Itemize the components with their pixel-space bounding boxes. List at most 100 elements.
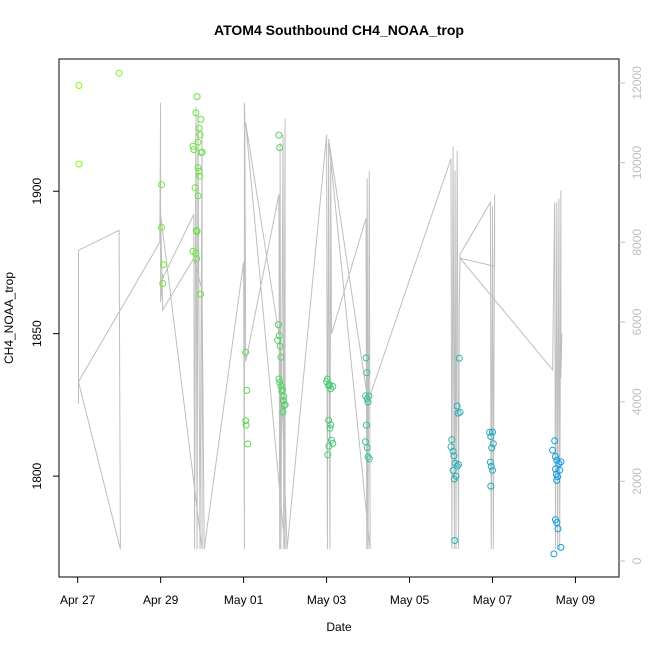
data-point-107 — [553, 476, 561, 484]
data-point-92 — [489, 440, 497, 448]
y-axis-label: CH4_NOAA_trop — [2, 272, 16, 364]
data-point-88 — [451, 537, 459, 544]
x-tick-label-1: Apr 29 — [143, 593, 179, 607]
y-axis: 1800 1850 1900 — [30, 178, 60, 489]
data-point-24 — [197, 290, 204, 298]
data-point-27 — [193, 255, 201, 263]
data-point-59 — [328, 436, 335, 444]
altitude-line — [77, 102, 563, 550]
y2-tick-label-6: 12000 — [630, 66, 644, 100]
x-tick-label-4: May 05 — [390, 593, 430, 607]
data-point-39 — [277, 353, 285, 361]
data-point-58 — [327, 421, 335, 429]
data-point-72 — [364, 453, 372, 461]
data-point-81 — [452, 472, 460, 480]
y-tick-label-2: 1900 — [30, 178, 44, 205]
data-point-28 — [242, 348, 250, 356]
x-axis-label: Date — [326, 620, 352, 634]
y-tick-label-0: 1800 — [30, 462, 44, 489]
data-point-40 — [275, 375, 283, 383]
data-point-29 — [243, 386, 251, 394]
y2-axis: 0 2000 4000 6000 8000 10000 12000 — [619, 66, 644, 564]
ch4-scatter-series — [75, 69, 565, 558]
data-point-104 — [552, 465, 559, 473]
data-point-96 — [489, 466, 496, 474]
data-point-13 — [196, 131, 204, 139]
data-point-90 — [487, 433, 495, 440]
data-point-68 — [365, 392, 373, 400]
data-point-21 — [195, 167, 203, 175]
data-point-56 — [325, 416, 333, 424]
data-point-6 — [159, 280, 167, 287]
data-point-95 — [487, 462, 495, 470]
data-point-57 — [326, 424, 334, 432]
data-point-19 — [193, 227, 201, 235]
y2-tick-label-2: 4000 — [630, 388, 644, 415]
data-point-16 — [198, 148, 206, 156]
y2-tick-label-5: 10000 — [630, 146, 644, 180]
chart-title: ATOM4 Southbound CH4_NOAA_trop — [214, 22, 464, 38]
data-point-37 — [275, 332, 283, 340]
data-point-0 — [75, 82, 83, 89]
data-point-36 — [274, 336, 282, 344]
data-point-84 — [455, 354, 463, 362]
data-point-82 — [453, 462, 461, 470]
data-point-74 — [447, 443, 455, 451]
data-point-77 — [450, 452, 458, 460]
data-point-20 — [194, 164, 202, 172]
y2-tick-label-1: 2000 — [630, 468, 644, 495]
data-point-42 — [277, 382, 285, 390]
data-point-100 — [552, 453, 559, 460]
plot-frame — [58, 58, 620, 578]
data-point-11 — [194, 138, 202, 146]
data-point-99 — [551, 437, 559, 445]
data-point-30 — [242, 417, 250, 425]
data-point-83 — [455, 461, 462, 468]
x-tick-label-6: May 09 — [556, 593, 596, 607]
data-point-102 — [555, 460, 563, 468]
x-tick-label-3: May 03 — [307, 593, 347, 607]
data-point-69 — [362, 421, 370, 429]
data-point-38 — [276, 342, 284, 350]
data-point-17 — [191, 184, 199, 192]
data-point-112 — [557, 543, 565, 551]
y2-tick-label-3: 6000 — [630, 308, 644, 335]
data-point-7 — [189, 142, 197, 150]
data-point-87 — [456, 408, 464, 416]
data-point-12 — [195, 124, 203, 132]
data-point-32 — [244, 440, 252, 448]
data-point-35 — [274, 321, 282, 329]
data-point-64 — [363, 369, 371, 377]
data-point-106 — [554, 473, 562, 481]
data-point-22 — [196, 172, 204, 180]
data-point-18 — [192, 227, 200, 234]
x-tick-label-2: May 01 — [224, 593, 264, 607]
data-point-101 — [553, 456, 561, 464]
data-point-2 — [115, 69, 123, 77]
data-point-44 — [279, 386, 287, 393]
data-point-41 — [276, 378, 284, 386]
data-point-55 — [329, 382, 337, 390]
data-point-8 — [190, 146, 198, 154]
data-point-33 — [275, 131, 283, 139]
data-point-63 — [362, 354, 370, 362]
data-point-23 — [194, 192, 202, 200]
data-point-75 — [448, 436, 456, 444]
data-point-1 — [75, 160, 83, 168]
data-point-34 — [276, 144, 284, 152]
data-point-5 — [160, 261, 167, 269]
data-point-31 — [242, 421, 250, 429]
data-point-93 — [488, 444, 496, 452]
data-point-9 — [192, 109, 200, 117]
data-point-71 — [363, 444, 371, 452]
data-point-76 — [449, 447, 457, 455]
data-point-89 — [486, 428, 494, 436]
data-point-4 — [158, 223, 165, 231]
y2-tick-label-4: 8000 — [630, 229, 644, 256]
data-point-45 — [279, 397, 287, 405]
data-point-10 — [193, 93, 201, 101]
data-point-85 — [453, 402, 461, 410]
data-point-94 — [486, 458, 494, 466]
data-point-26 — [192, 249, 200, 257]
